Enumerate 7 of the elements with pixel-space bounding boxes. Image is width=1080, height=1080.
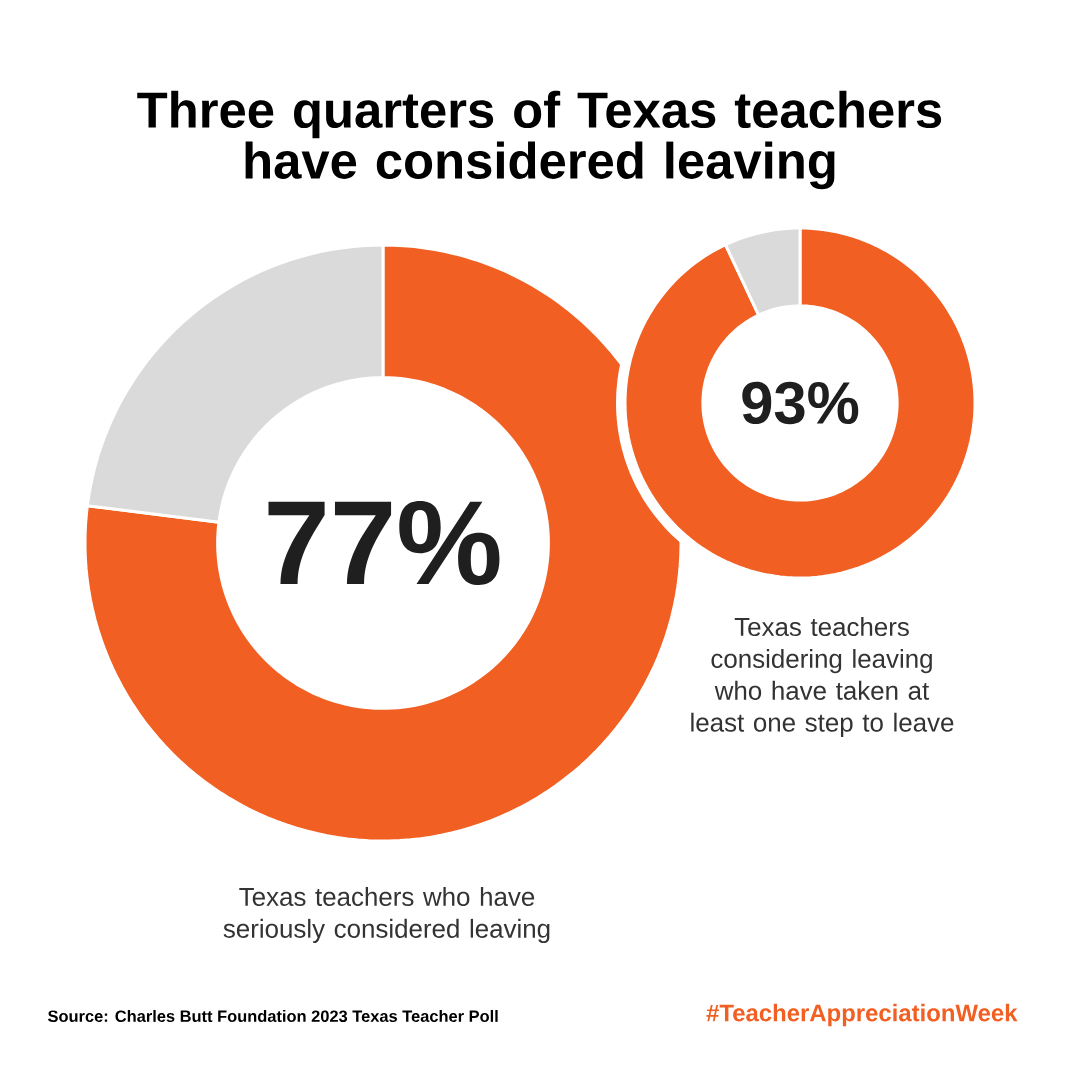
chart-title: Three quarters of Texas teachers have considered leaving: [137, 90, 942, 190]
source-note: Source: Charles Butt Foundation 2023 Texas Teacher Poll: [47, 1009, 498, 1023]
data-label: 93%: [742, 381, 859, 425]
text: #TeacherAppreciationWeek: [706, 1003, 1018, 1027]
text: Texas teachers who have seriously considered leaving: [223, 886, 550, 944]
data-label: 77%: [268, 500, 500, 586]
text: Texas teachers considering leaving who have taken at least one step to leave: [691, 617, 954, 737]
